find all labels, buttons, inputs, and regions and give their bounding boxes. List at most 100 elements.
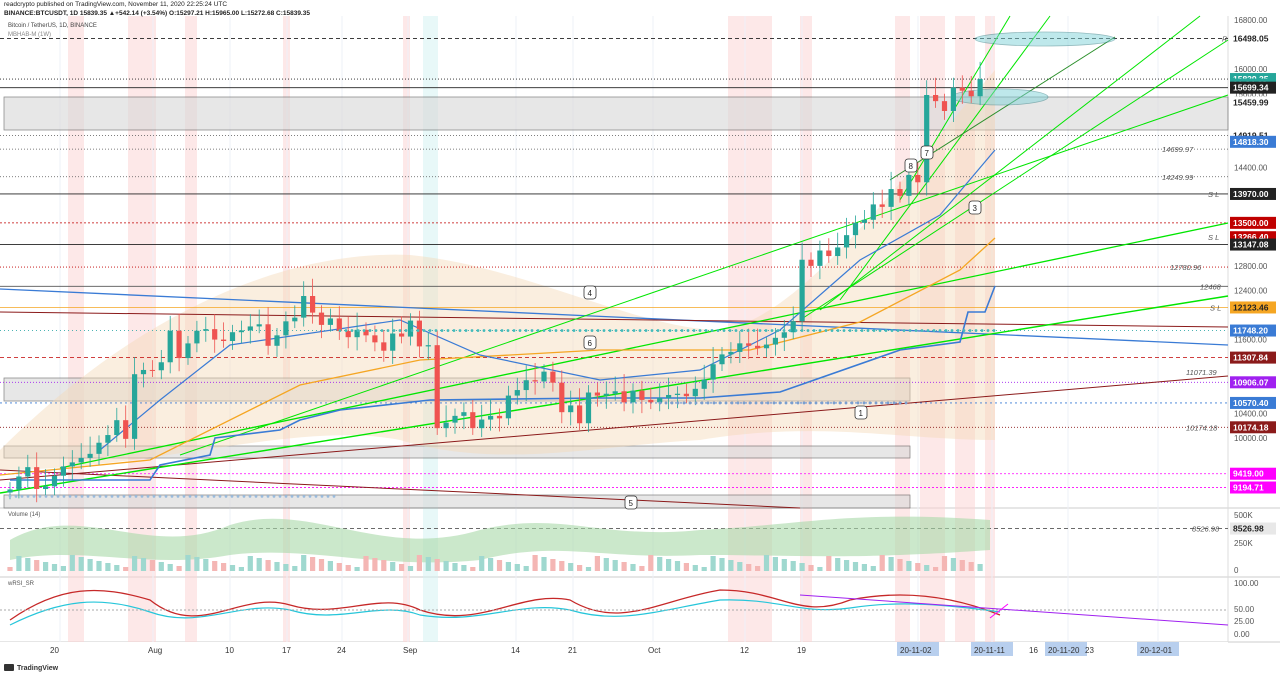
candle-body: [621, 391, 627, 403]
volume-bar: [692, 565, 698, 571]
dot-marker: [992, 329, 996, 332]
dot-marker: [242, 494, 246, 498]
volume-bar: [336, 563, 342, 571]
candle-body: [541, 371, 547, 382]
level-note: 8526.98: [1192, 525, 1220, 534]
dot-marker: [200, 494, 204, 498]
dot-marker: [56, 494, 60, 498]
dot-marker: [778, 401, 782, 405]
dot-marker: [788, 329, 792, 332]
dot-marker: [146, 494, 150, 498]
price-label-box: [1230, 376, 1276, 389]
candle-body: [381, 342, 387, 351]
volume-bar: [799, 563, 805, 571]
candle-body: [639, 390, 645, 400]
dot-marker: [850, 401, 854, 405]
dot-marker: [578, 329, 582, 332]
dot-marker: [890, 329, 894, 332]
volume-bar: [256, 558, 262, 571]
callout-box: [583, 285, 597, 300]
candle-body: [416, 320, 422, 347]
dot-marker: [308, 494, 312, 498]
dot-marker: [170, 494, 174, 498]
x-tick: Oct: [648, 646, 661, 655]
volume-bar: [514, 564, 520, 571]
dot-marker: [392, 329, 396, 332]
rsi-trend: [799, 594, 1229, 626]
candle-body: [105, 435, 111, 443]
volume-bar: [879, 555, 885, 571]
price-label: 13970.00: [1233, 189, 1269, 199]
candle-body: [648, 399, 654, 403]
dot-marker: [92, 494, 96, 498]
dot-marker: [908, 329, 912, 332]
volume-bar: [888, 557, 894, 571]
dot-marker: [700, 401, 704, 405]
dot-marker: [842, 329, 846, 332]
dot-marker: [808, 401, 812, 405]
volume-bar: [283, 564, 289, 571]
target-ellipse: [974, 31, 1116, 47]
candle-body: [443, 422, 449, 429]
candle-body: [808, 259, 814, 266]
dot-marker: [110, 494, 114, 498]
dot-marker: [602, 329, 606, 332]
dot-marker: [938, 329, 942, 332]
dot-marker: [848, 329, 852, 332]
candle-body: [479, 419, 485, 429]
dot-marker: [254, 494, 258, 498]
candle-body: [861, 219, 867, 223]
x-tick: 21: [568, 646, 577, 655]
level-note: 11071.39: [1186, 368, 1218, 377]
volume-bar: [683, 563, 689, 571]
volume-bar: [630, 564, 636, 571]
candle-body: [728, 351, 734, 355]
candle-body: [523, 380, 529, 391]
dot-marker: [374, 329, 378, 332]
candle-body: [968, 90, 974, 97]
price-label-box: [1230, 421, 1276, 434]
dot-marker: [164, 494, 168, 498]
volume-tick: 0: [1234, 566, 1239, 575]
callout-box: [854, 405, 868, 420]
dot-marker: [614, 329, 618, 332]
rsi-signal: [9, 599, 1001, 626]
target-ellipse: [951, 88, 1049, 106]
level-note: 10174.18: [1186, 423, 1218, 432]
dot-marker: [338, 329, 342, 332]
indicator-label: MBHAB-M (1W): [8, 32, 51, 38]
price-label: 11748.20: [1233, 326, 1268, 336]
volume-bar: [167, 564, 173, 571]
volume-bar: [666, 559, 672, 571]
callout-box: [968, 200, 982, 215]
dot-marker: [386, 329, 390, 332]
dot-marker: [80, 494, 84, 498]
volume-bar: [852, 562, 859, 571]
volume-bar: [69, 555, 75, 571]
candle-body: [292, 317, 298, 322]
x-tick: 14: [511, 646, 520, 655]
dot-marker: [422, 329, 426, 332]
dot-marker: [716, 329, 720, 332]
candle-body: [96, 442, 102, 454]
dot-marker: [158, 494, 162, 498]
dot-marker: [800, 329, 804, 332]
callout-box: [583, 335, 597, 350]
price-label-box: [1230, 467, 1276, 480]
dot-marker: [584, 329, 588, 332]
x-tick: Aug: [148, 646, 162, 655]
volume-bar: [755, 566, 761, 571]
dot-marker: [722, 329, 726, 332]
candle-body: [906, 174, 912, 196]
candle-body: [879, 204, 885, 207]
level-note: 12780.96: [1170, 263, 1202, 272]
rsi-tick: 25.00: [1234, 617, 1255, 626]
dot-marker: [590, 329, 594, 332]
x-tick: 17: [282, 646, 291, 655]
dot-marker: [932, 329, 936, 332]
price-label-box: [1230, 301, 1276, 314]
candle-body: [434, 345, 440, 429]
dot-marker: [838, 401, 842, 405]
dot-marker: [830, 329, 834, 332]
brand-text: TradingView: [17, 665, 59, 672]
